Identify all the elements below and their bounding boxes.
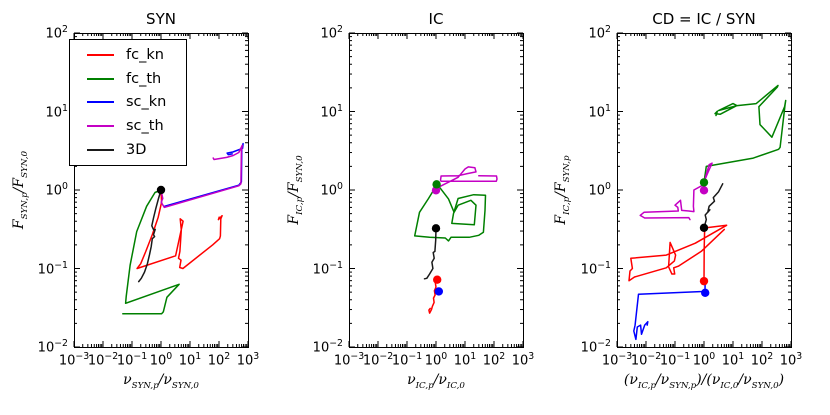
start-marker: [434, 287, 444, 296]
x-tick-label: 100: [692, 351, 716, 369]
subplot-title-syn: SYN: [146, 10, 176, 28]
y-tick-label: 100: [588, 181, 612, 199]
start-marker: [699, 223, 709, 232]
tick-marks: [616, 32, 792, 348]
y-tick-label: 100: [45, 181, 69, 199]
x-axis-label-ic: νIC,p/νIC,0: [407, 372, 465, 391]
x-tick-label: 10−1: [659, 351, 691, 369]
start-marker: [432, 180, 441, 189]
start-marker: [699, 276, 709, 286]
legend-box: fc_kn fc_th sc_kn sc_th 3D: [69, 39, 187, 166]
legend-item: 3D: [70, 139, 186, 161]
x-tick-label: 10−3: [58, 351, 90, 369]
series-fc_th: [413, 183, 487, 242]
x-tick-label: 103: [779, 351, 803, 369]
legend-label: fc_kn: [126, 46, 164, 63]
series-fc_kn: [428, 278, 438, 314]
x-tick-label: 100: [149, 351, 173, 369]
series-3D: [423, 227, 437, 280]
x-tick-label: 10−2: [630, 351, 662, 369]
legend-line-swatch: [87, 77, 114, 80]
y-axis-label-ic: FIC,p/FSYN,0: [286, 155, 305, 225]
y-axis-label-syn: FSYN,p/FSYN,0: [11, 150, 30, 230]
start-marker: [156, 185, 166, 195]
x-tick-label: 10−2: [362, 351, 394, 369]
y-tick-label: 10−2: [580, 338, 611, 356]
y-tick-label: 10−2: [312, 338, 343, 356]
series-3D: [137, 189, 162, 283]
subplot-title-ic: IC: [428, 10, 444, 28]
legend-line-swatch: [87, 125, 114, 128]
series-fc_kn: [136, 189, 223, 270]
start-marker: [699, 186, 709, 195]
series-fc_kn: [628, 224, 728, 282]
x-tick-label: 101: [721, 351, 745, 369]
legend-label: sc_kn: [126, 94, 167, 111]
x-tick-label: 102: [750, 351, 774, 369]
y-tick-label: 100: [320, 181, 344, 199]
legend-item: fc_kn: [70, 44, 186, 66]
x-tick-label: 101: [453, 351, 477, 369]
legend-label: fc_th: [126, 70, 162, 87]
series-fc_th: [703, 84, 787, 184]
x-tick-label: 10−2: [87, 351, 119, 369]
legend-line-swatch: [87, 53, 114, 56]
x-tick-label: 100: [424, 351, 448, 369]
series-3D: [703, 183, 724, 229]
y-tick-label: 101: [320, 102, 344, 120]
y-tick-label: 101: [588, 102, 612, 120]
series-sc_th: [160, 144, 243, 209]
legend-line-swatch: [87, 101, 114, 104]
tick-marks: [348, 32, 524, 348]
subplot-title-cd: CD = IC / SYN: [652, 10, 756, 28]
legend-item: fc_th: [70, 68, 186, 90]
x-tick-label: 103: [511, 351, 535, 369]
x-tick-label: 102: [207, 351, 231, 369]
start-marker: [699, 178, 709, 187]
y-tick-label: 10−1: [312, 259, 343, 277]
subplot-ic: [348, 32, 524, 348]
y-tick-label: 101: [45, 102, 69, 120]
x-tick-label: 101: [178, 351, 202, 369]
subplot-cd-ic-syn: [616, 32, 792, 348]
series-sc_th: [639, 162, 713, 221]
x-tick-label: 10−3: [333, 351, 365, 369]
legend-item: sc_kn: [70, 91, 186, 113]
y-tick-label: 10−1: [580, 259, 611, 277]
legend-line-swatch: [87, 149, 114, 152]
legend-label: sc_th: [126, 118, 164, 135]
y-tick-label: 102: [45, 24, 69, 42]
x-tick-label: 102: [482, 351, 506, 369]
start-marker: [701, 288, 710, 298]
x-tick-label: 10−1: [391, 351, 423, 369]
series-sc_th: [435, 166, 498, 191]
x-axis-label-syn: νSYN,p/νSYN,0: [123, 372, 199, 391]
y-tick-label: 10−1: [37, 259, 68, 277]
series-sc_kn: [633, 277, 706, 341]
x-tick-label: 103: [236, 351, 260, 369]
y-tick-label: 102: [320, 24, 344, 42]
start-marker: [433, 275, 442, 284]
x-tick-label: 10−1: [116, 351, 148, 369]
start-marker: [431, 224, 441, 233]
y-axis-label-cd: FIC,p/FSYN,p: [553, 155, 572, 225]
legend-item: sc_th: [70, 115, 186, 137]
x-axis-label-cd: (νIC,p/νSYN,p)/(νIC,0/νSYN,0): [623, 372, 785, 391]
series-fc_th: [122, 189, 180, 315]
x-tick-label: 10−3: [601, 351, 633, 369]
y-tick-label: 102: [588, 24, 612, 42]
y-tick-label: 10−2: [37, 338, 68, 356]
legend-label: 3D: [126, 142, 147, 159]
